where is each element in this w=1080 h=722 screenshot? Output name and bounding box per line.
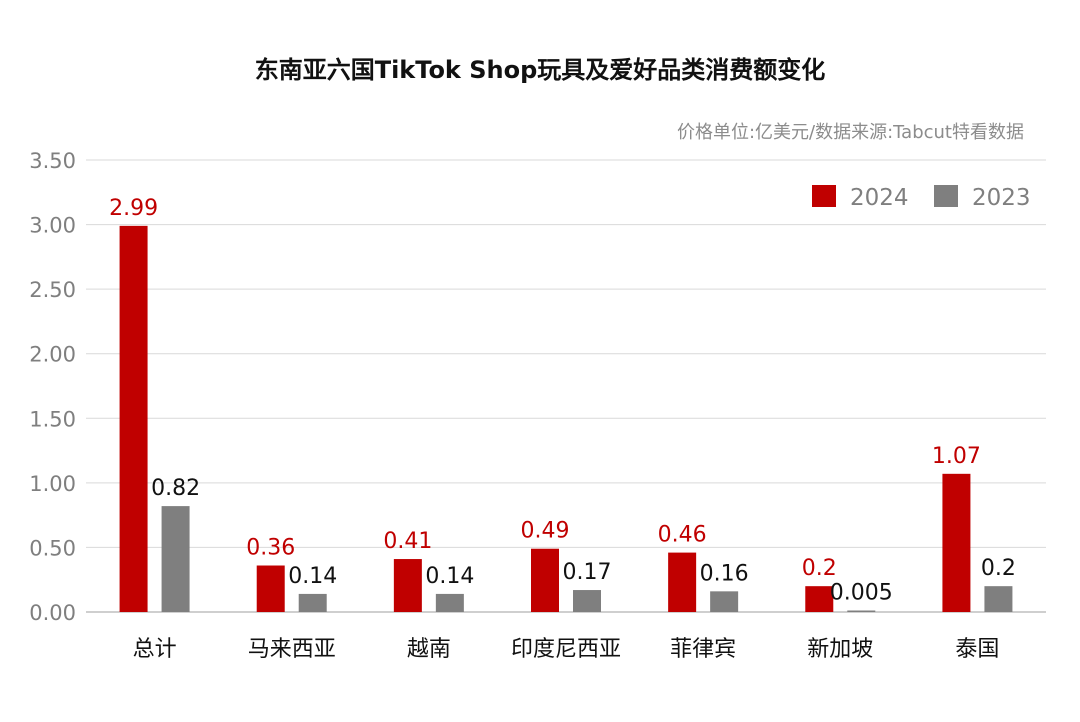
data-label-2023: 0.82	[151, 476, 200, 501]
chart-subtitle: 价格单位:亿美元/数据来源:Tabcut特看数据	[676, 122, 1024, 143]
bar-2023	[573, 590, 601, 612]
bar-2023	[984, 586, 1013, 612]
data-label-2024: 0.41	[383, 529, 432, 554]
data-label-2023: 0.005	[830, 581, 893, 606]
legend-swatch-2023	[934, 185, 958, 207]
data-label-2023: 0.2	[981, 556, 1016, 581]
y-tick-label: 3.50	[29, 149, 76, 173]
x-tick-label: 新加坡	[807, 637, 873, 662]
bar-2023	[161, 506, 190, 612]
x-tick-label: 总计	[133, 637, 177, 662]
legend-swatch-2024	[812, 185, 836, 207]
grid-lines	[86, 159, 1046, 613]
legend-label-2024: 2024	[850, 185, 909, 211]
legend-label-2023: 2023	[972, 185, 1031, 211]
bar-2024	[942, 473, 971, 612]
data-label-2024: 0.36	[246, 536, 295, 561]
x-tick-label: 马来西亚	[248, 637, 336, 662]
bar-2023	[710, 591, 739, 612]
bar-2024	[256, 565, 285, 612]
data-label-2023: 0.16	[700, 561, 749, 586]
bar-2024	[119, 225, 148, 612]
y-tick-label: 3.00	[29, 214, 76, 238]
legend: 2024 2023	[812, 185, 1031, 211]
bar-2024	[393, 559, 422, 612]
bar-2024	[531, 548, 559, 612]
chart-title: 东南亚六国TikTok Shop玩具及爱好品类消费额变化	[254, 56, 826, 84]
y-axis: 0.00 0.50 1.00 1.50 2.00 2.50 3.00 3.50	[29, 149, 76, 625]
y-tick-label: 0.50	[29, 536, 76, 560]
data-label-2023: 0.14	[288, 564, 337, 589]
y-tick-label: 1.00	[29, 472, 76, 496]
x-axis: 总计 马来西亚 越南 印度尼西亚 菲律宾 新加坡 泰国	[133, 637, 1000, 662]
bar-2024	[805, 586, 834, 612]
data-label-2024: 2.99	[109, 196, 158, 221]
y-tick-label: 2.00	[29, 343, 76, 367]
bar-2023	[847, 610, 876, 612]
bar-2023	[435, 593, 464, 612]
y-tick-label: 2.50	[29, 278, 76, 302]
y-tick-label: 1.50	[29, 407, 76, 431]
data-label-2024: 1.07	[932, 444, 981, 469]
x-tick-label: 越南	[407, 637, 451, 662]
data-label-2024: 0.2	[802, 556, 837, 581]
data-label-2024: 0.49	[521, 519, 570, 544]
bar-2024	[668, 552, 697, 612]
x-tick-label: 菲律宾	[670, 637, 736, 662]
data-label-2023: 0.14	[425, 564, 474, 589]
data-label-2023: 0.17	[563, 560, 612, 585]
x-tick-label: 泰国	[955, 637, 999, 662]
data-label-2024: 0.46	[658, 523, 707, 548]
x-tick-label: 印度尼西亚	[511, 637, 621, 662]
data-labels: 2.99 0.82 0.36 0.14 0.41 0.14 0.49 0.17 0.46 0.16…	[109, 196, 1016, 606]
bar-2023	[298, 593, 327, 612]
bars	[119, 225, 1013, 612]
y-tick-label: 0.00	[29, 601, 76, 625]
